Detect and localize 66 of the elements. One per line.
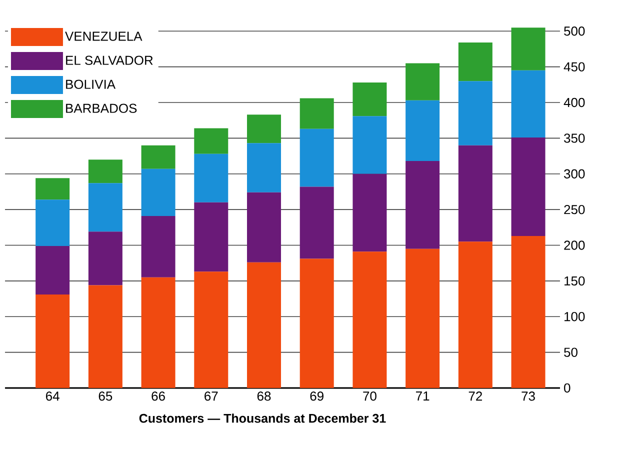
bar (141, 145, 176, 169)
x-tick-label: 66 (152, 392, 165, 401)
y-tick-label: 150 (564, 276, 585, 286)
y-tick-label: 300 (564, 169, 585, 178)
bar (88, 285, 122, 388)
x-tick-label: 71 (416, 392, 430, 400)
bar (36, 294, 70, 388)
bar (88, 160, 122, 184)
y-tick-label: 450 (564, 62, 585, 72)
y-tick-label: 200 (564, 240, 585, 250)
x-tick-label: 64 (46, 392, 60, 401)
bar (406, 63, 440, 100)
y-tick-label: 50 (564, 348, 578, 357)
bar (511, 236, 546, 388)
bar (247, 143, 281, 192)
y-tick-label: 400 (564, 98, 585, 108)
legend-label: EL SALVADOR (66, 56, 153, 65)
bar (300, 98, 334, 129)
bar (406, 161, 440, 249)
bar (458, 42, 492, 82)
bar (36, 178, 70, 200)
bar (511, 70, 546, 138)
bar (88, 232, 122, 286)
bar (194, 272, 228, 388)
x-axis-title: Customers — Thousands at December 31 (139, 414, 386, 423)
y-tick-label: 0 (564, 383, 570, 393)
legend-label: BARBADOS (66, 104, 137, 113)
bar (511, 137, 546, 236)
bar (194, 202, 228, 272)
bar (458, 81, 492, 146)
bar (352, 82, 387, 116)
x-tick-label: 69 (310, 392, 324, 401)
bar (352, 252, 387, 388)
x-tick-label: 65 (98, 392, 112, 401)
bar (352, 174, 387, 252)
y-tick-label: 250 (564, 204, 585, 214)
bar (36, 200, 70, 246)
bar (458, 145, 492, 242)
x-tick-label: 67 (204, 392, 218, 401)
bar (511, 28, 546, 70)
bar (406, 248, 440, 388)
bar (300, 128, 334, 187)
bar (300, 186, 334, 259)
x-tick-label: 70 (363, 392, 376, 401)
x-tick-label: 68 (257, 392, 271, 401)
y-tick-label: 350 (564, 134, 585, 143)
bar (88, 183, 122, 232)
bar (141, 168, 176, 216)
bar (458, 242, 492, 388)
x-tick-label: 73 (522, 392, 535, 401)
bar (247, 262, 281, 388)
bar (141, 216, 176, 278)
bar (194, 128, 228, 154)
bar (247, 114, 281, 144)
bar (141, 277, 176, 388)
y-tick-label: 100 (564, 312, 585, 322)
bar (406, 100, 440, 162)
bar (36, 246, 70, 294)
bar (194, 154, 228, 202)
bar (300, 258, 334, 388)
x-tick-label: 72 (468, 392, 482, 401)
bar (247, 192, 281, 262)
y-tick-label: 500 (564, 26, 585, 36)
bar (352, 116, 387, 174)
legend-label: VENEZUELA (65, 32, 142, 41)
legend-label: BOLIVIA (66, 80, 116, 89)
